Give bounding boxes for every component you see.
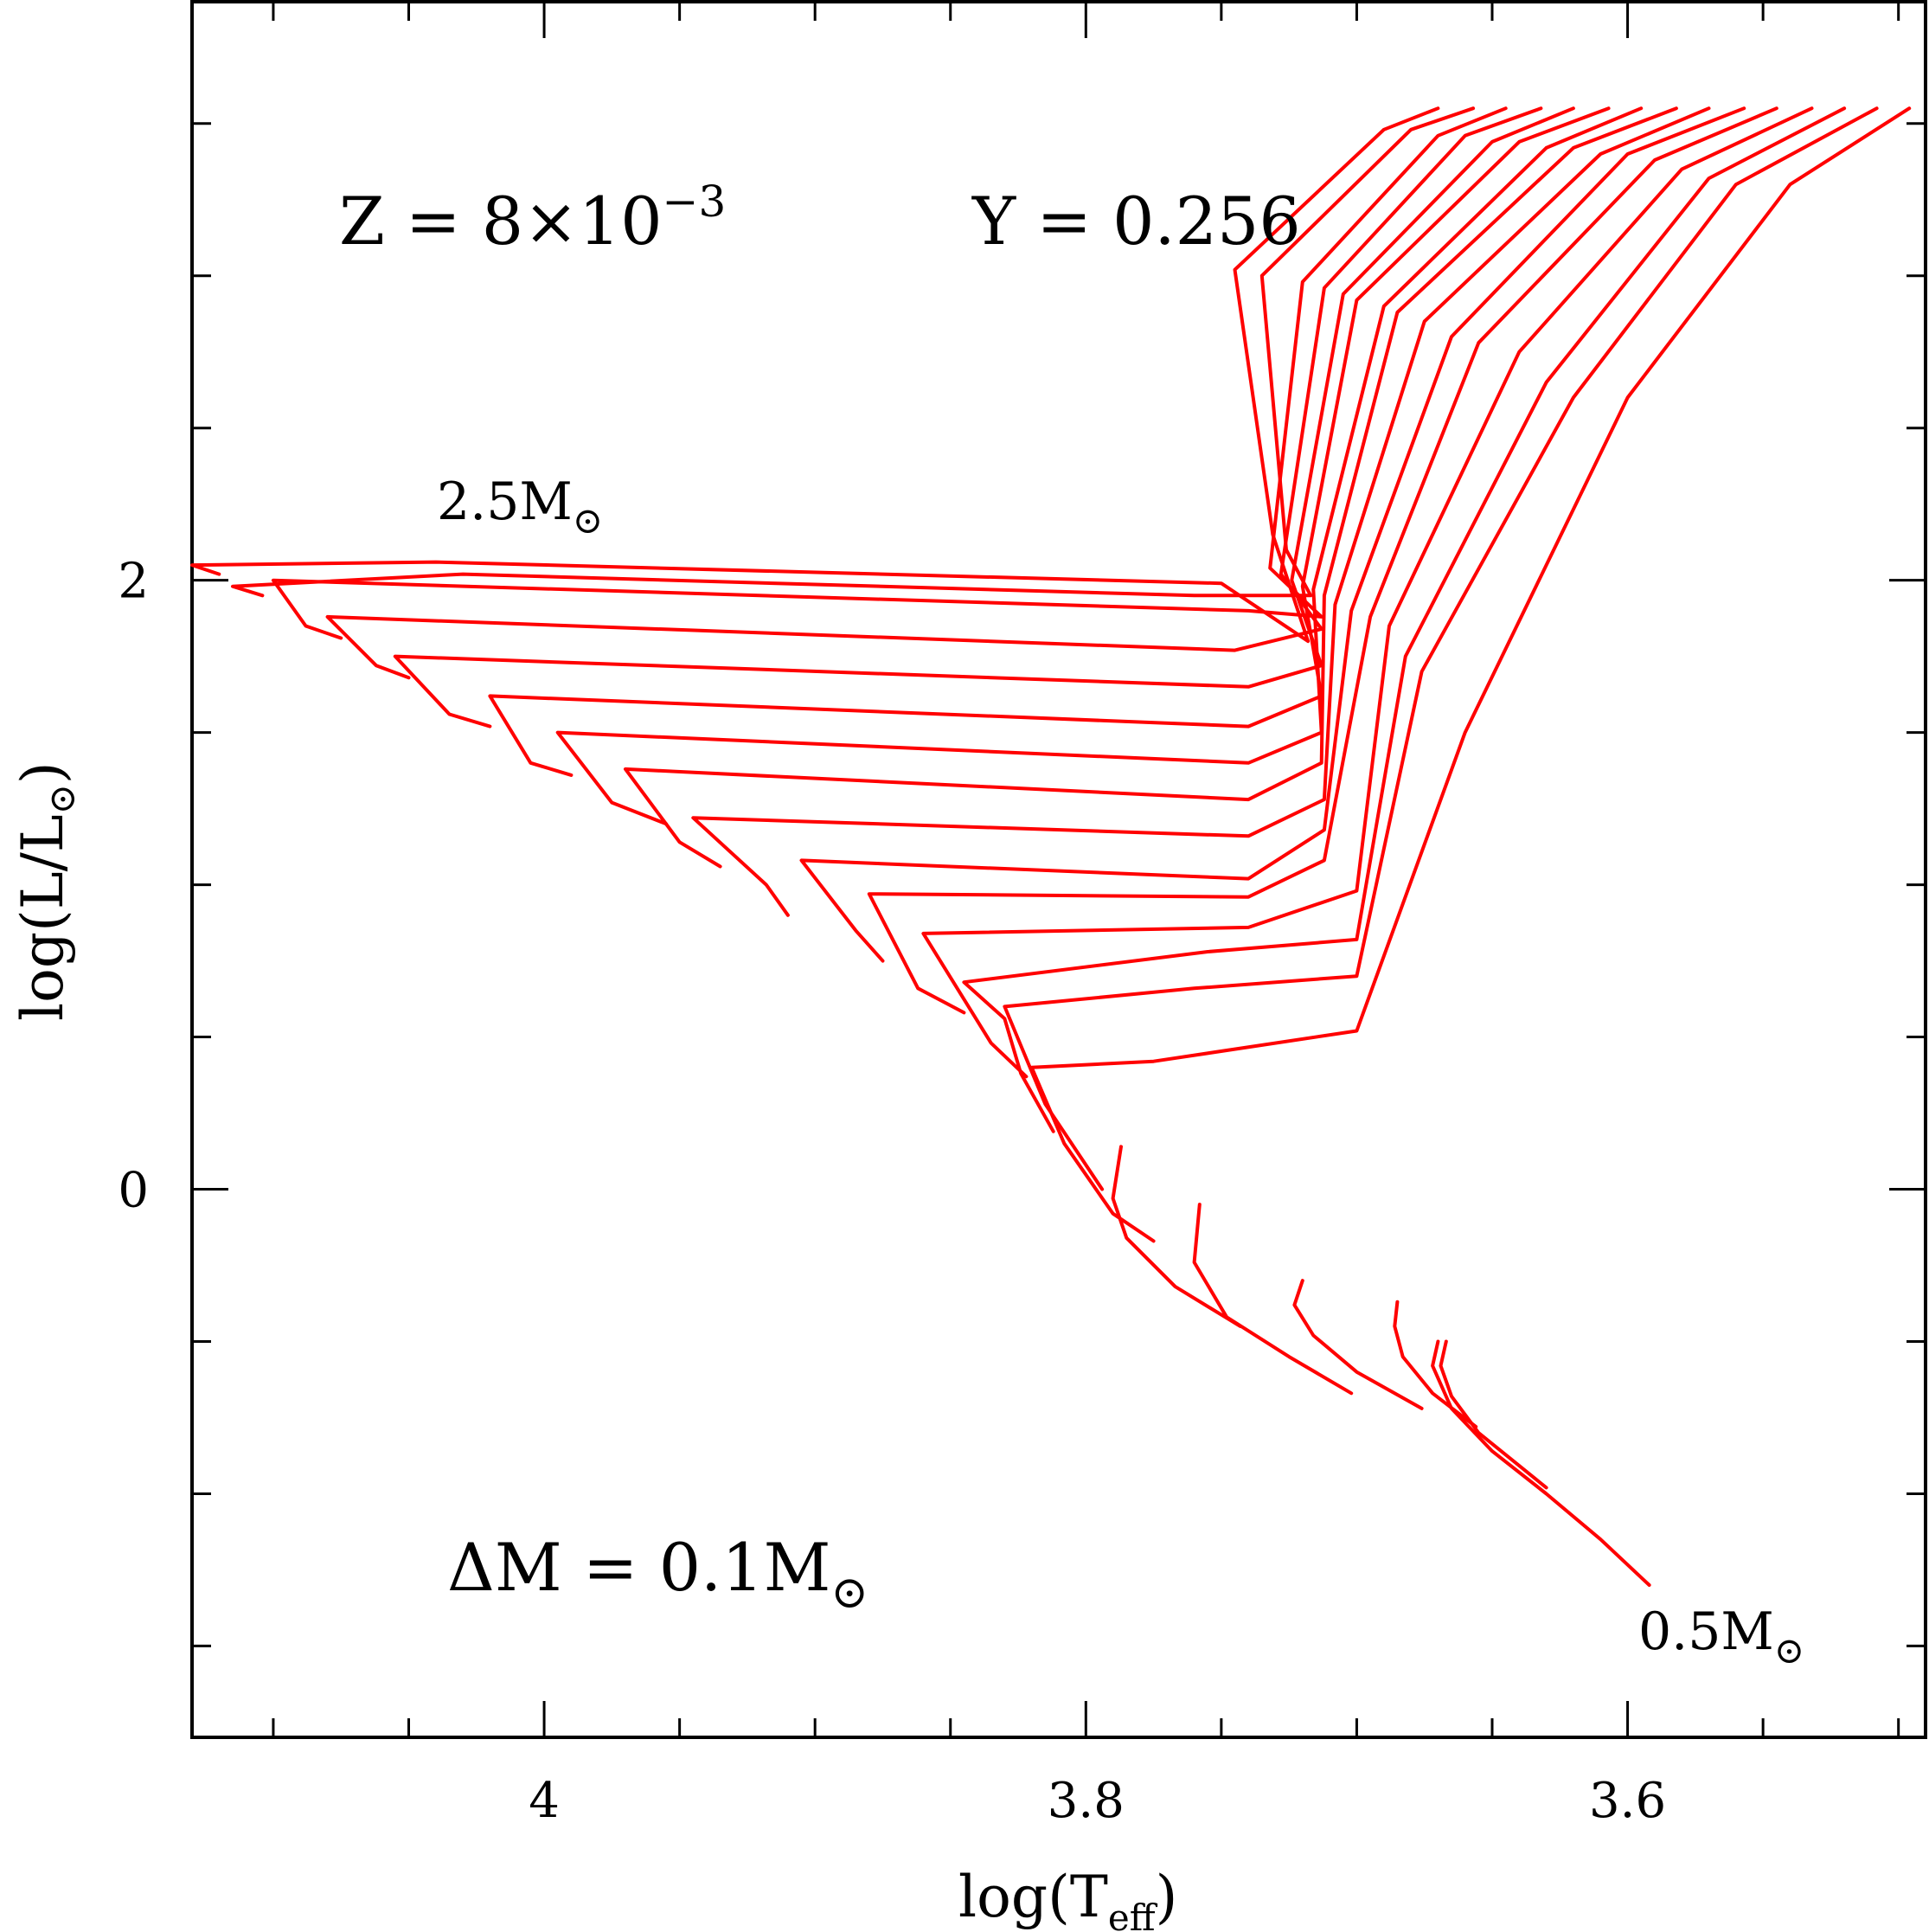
track-line xyxy=(691,106,1711,917)
x-axis-title-close: ) xyxy=(1156,1864,1178,1930)
delta-m-label: ΔM = 0.1M⊙ xyxy=(447,1529,868,1619)
track-line xyxy=(1431,1339,1651,1587)
x-tick-label: 3.8 xyxy=(1048,1773,1125,1829)
track-line xyxy=(555,106,1644,826)
track-line xyxy=(921,106,1814,1079)
y-axis-title-close: ) xyxy=(10,761,76,784)
track-line xyxy=(393,106,1575,729)
plot-frame xyxy=(190,0,1927,1739)
delta-m-sun-symbol: ⊙ xyxy=(830,1567,868,1619)
composition-y-label: Y = 0.256 xyxy=(971,183,1301,260)
track-line xyxy=(624,106,1678,869)
track-line xyxy=(1393,1300,1478,1428)
track-line xyxy=(271,106,1508,640)
track-line xyxy=(1192,1203,1354,1396)
track-line xyxy=(325,106,1543,680)
evolutionary-tracks xyxy=(190,106,1912,1587)
track-line xyxy=(1292,1279,1424,1410)
y-tick-label: 2 xyxy=(118,554,149,610)
track-line xyxy=(1029,106,1912,1243)
track-line xyxy=(231,106,1476,598)
low-mass-sun-symbol: ⊙ xyxy=(1774,1629,1804,1672)
high-mass-label: 2.5M⊙ xyxy=(437,472,603,542)
composition-z-exponent: −3 xyxy=(663,177,727,227)
x-tick-label: 3.6 xyxy=(1589,1773,1666,1829)
track-line xyxy=(867,106,1778,1015)
track-line xyxy=(799,106,1746,963)
track-line xyxy=(1111,1145,1242,1328)
track-line xyxy=(190,106,1440,644)
low-mass-label: 0.5M⊙ xyxy=(1638,1601,1804,1672)
track-line xyxy=(1439,1339,1548,1490)
high-mass-sun-symbol: ⊙ xyxy=(573,499,603,542)
y-axis-title-subscript: ⊙ xyxy=(41,784,83,814)
y-tick-label: 0 xyxy=(118,1163,149,1219)
composition-z-label: Z = 8×10−3 xyxy=(339,177,726,260)
track-line xyxy=(1003,106,1879,1191)
x-axis-title-subscript: eff xyxy=(1108,1897,1158,1932)
track-line xyxy=(962,106,1847,1133)
y-axis-title: log(L/L⊙) xyxy=(10,761,83,1021)
axis-ticks: 4 3.8 3.6 0 2 xyxy=(118,2,1926,1829)
track-line xyxy=(488,106,1611,777)
x-axis-title: log(Teff) xyxy=(958,1864,1177,1932)
x-tick-label: 4 xyxy=(529,1773,560,1829)
